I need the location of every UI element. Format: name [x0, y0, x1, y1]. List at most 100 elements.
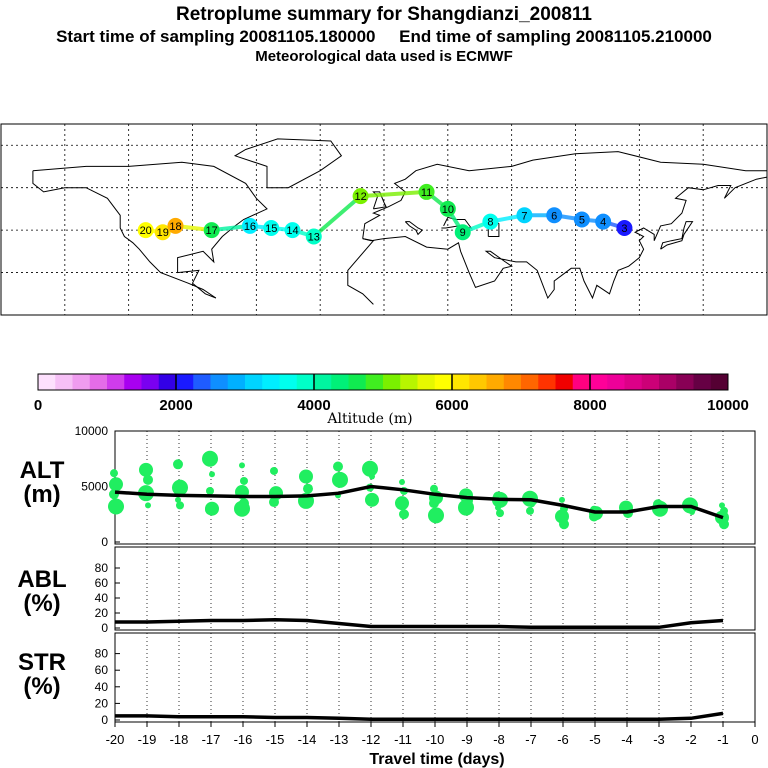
- x-tick-label: -17: [202, 732, 221, 747]
- plume-cluster-label: 10: [442, 204, 454, 216]
- coastline: [441, 216, 473, 229]
- color-scale-swatch: [245, 374, 263, 390]
- color-scale-tick-label: 0: [34, 397, 42, 414]
- alt-scatter-point: [110, 469, 118, 478]
- plume-cluster-marker: [241, 217, 258, 234]
- color-scale-frame: [37, 373, 729, 391]
- plume-cluster-label: 4: [600, 217, 606, 229]
- color-scale-swatch: [331, 374, 349, 390]
- alt-ytick-label: 5000: [81, 480, 108, 494]
- plume-cluster-label: 6: [551, 210, 557, 222]
- color-scale-swatch: [38, 374, 56, 390]
- color-scale-tick-label: 2000: [159, 397, 192, 414]
- alt-scatter-point: [529, 501, 535, 508]
- plume-cluster-label: 12: [354, 191, 366, 203]
- plume-cluster-label: 13: [308, 231, 320, 243]
- alt-scatter-point: [362, 460, 378, 477]
- color-scale-swatch: [710, 374, 729, 390]
- color-scale-swatch: [400, 374, 418, 390]
- coastline: [404, 221, 424, 236]
- plume-cluster-marker: [167, 217, 184, 234]
- alt-scatter-point: [139, 462, 153, 477]
- str-ytick-label: 20: [95, 696, 109, 710]
- alt-scatter-point: [145, 502, 151, 509]
- x-tick-label: -9: [461, 732, 473, 747]
- alt-scatter-point: [395, 496, 409, 511]
- x-tick-label: -3: [653, 732, 665, 747]
- color-scale-swatch: [193, 374, 211, 390]
- alt-scatter-point: [175, 496, 181, 503]
- x-tick-label: -5: [589, 732, 601, 747]
- plume-cluster-marker: [546, 207, 563, 224]
- color-scale-swatch: [503, 374, 522, 390]
- alt-scatter-point: [173, 459, 183, 470]
- color-scale-swatch: [555, 374, 574, 390]
- color-scale-swatch: [417, 374, 436, 390]
- abl-ytick-label: 80: [95, 561, 109, 575]
- alt-scatter-point: [269, 497, 279, 508]
- alt-scatter-point: [365, 492, 379, 507]
- plume-cluster-label: 7: [521, 210, 527, 222]
- plume-cluster-marker: [137, 222, 154, 239]
- plume-cluster-marker: [418, 183, 435, 200]
- plume-cluster-label: 16: [244, 221, 256, 233]
- plume-cluster-marker: [616, 219, 633, 236]
- color-scale-tick-label: 6000: [435, 397, 468, 414]
- plume-cluster-marker: [263, 219, 280, 236]
- x-tick-label: -2: [685, 732, 697, 747]
- color-scale-swatch: [383, 374, 401, 390]
- color-scale-swatch: [296, 374, 315, 390]
- plume-track: [360, 189, 427, 199]
- str-axis-label: STR: [18, 649, 66, 676]
- abl-ytick-label: 0: [101, 621, 108, 635]
- color-scale-swatch: [572, 374, 591, 390]
- plume-cluster-label: 14: [286, 225, 298, 237]
- alt-series-line: [114, 484, 724, 520]
- color-scale-swatch: [107, 374, 125, 390]
- alt-scatter-point: [689, 509, 695, 516]
- plume-cluster-label: 20: [140, 225, 152, 237]
- plume-cluster-marker: [154, 224, 171, 241]
- alt-scatter-point: [270, 466, 278, 475]
- str-ytick-label: 0: [101, 713, 108, 727]
- alt-scatter-point: [108, 498, 124, 515]
- color-scale-swatch: [659, 374, 677, 390]
- plume-cluster-label: 8: [487, 217, 493, 229]
- plume-cluster-label: 11: [421, 187, 432, 199]
- alt-scatter-point: [559, 519, 569, 530]
- color-scale-swatch: [124, 374, 142, 390]
- color-scale-swatch: [590, 374, 608, 390]
- color-scale-swatch: [607, 374, 625, 390]
- plume-cluster-marker: [454, 224, 471, 241]
- x-tick-label: -6: [557, 732, 569, 747]
- color-scale-swatch: [89, 374, 108, 390]
- coastline: [32, 161, 268, 299]
- x-tick-label: -4: [621, 732, 633, 747]
- alt-scatter-point: [559, 496, 565, 503]
- color-scale-swatch: [693, 374, 712, 390]
- alt-scatter-point: [143, 474, 153, 485]
- alt-scatter-point: [719, 502, 725, 509]
- color-scale-swatch: [486, 374, 505, 390]
- color-scale-swatch: [521, 374, 539, 390]
- abl-axis-label: (%): [23, 590, 60, 617]
- x-tick-label: -7: [525, 732, 537, 747]
- met-data-note: Meteorological data used is ECMWF: [255, 48, 513, 65]
- plume-cluster-marker: [516, 207, 533, 224]
- plume-cluster-label: 3: [621, 223, 627, 235]
- color-scale-swatch: [434, 374, 453, 390]
- alt-scatter-point: [399, 479, 405, 486]
- x-tick-label: -13: [330, 732, 349, 747]
- alt-scatter-point: [369, 473, 375, 480]
- plume-cluster-label: 5: [579, 215, 585, 227]
- color-scale-swatch: [314, 374, 332, 390]
- x-tick-label: -12: [362, 732, 381, 747]
- alt-scatter-point: [399, 509, 409, 520]
- plume-cluster-label: 15: [265, 223, 277, 235]
- x-tick-label: -16: [234, 732, 253, 747]
- color-scale-swatch: [538, 374, 556, 390]
- coastline: [660, 221, 694, 250]
- color-scale-swatch: [365, 374, 384, 390]
- abl-ytick-label: 40: [95, 591, 109, 605]
- color-scale-swatch: [641, 374, 660, 390]
